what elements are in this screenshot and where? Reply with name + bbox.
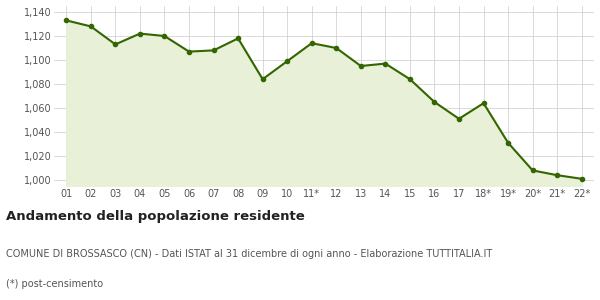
Text: COMUNE DI BROSSASCO (CN) - Dati ISTAT al 31 dicembre di ogni anno - Elaborazione: COMUNE DI BROSSASCO (CN) - Dati ISTAT al…	[6, 249, 492, 259]
Text: Andamento della popolazione residente: Andamento della popolazione residente	[6, 210, 305, 223]
Text: (*) post-censimento: (*) post-censimento	[6, 279, 103, 289]
